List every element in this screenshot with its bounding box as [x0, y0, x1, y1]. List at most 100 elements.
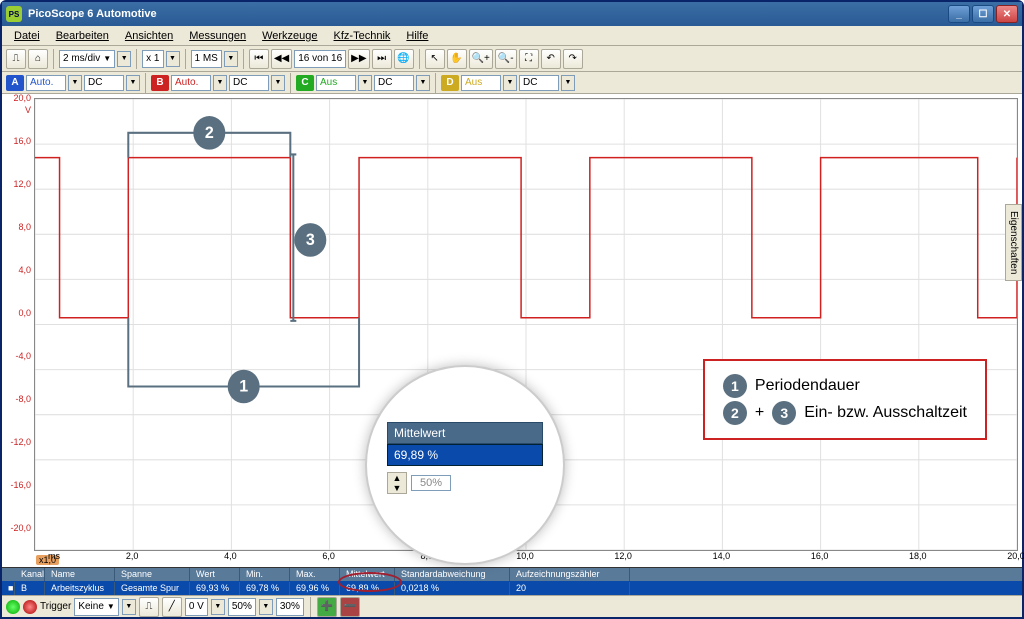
meas-val-9: 20 [510, 582, 630, 595]
menu-werkzeuge[interactable]: Werkzeuge [254, 28, 325, 44]
graph[interactable]: 123 1 Periodendauer 2 + 3 Ein- bzw. Auss… [34, 98, 1018, 551]
channel-c-range-dd[interactable]: ▼ [358, 75, 372, 91]
channel-b-label: B [151, 75, 169, 91]
redo-icon[interactable]: ↷ [563, 49, 583, 69]
channel-bar: A Auto. ▼ DC ▼ B Auto. ▼ DC ▼ C Aus ▼ DC… [2, 72, 1022, 94]
channel-a-range-dd[interactable]: ▼ [68, 75, 82, 91]
menu-kfz[interactable]: Kfz-Technik [326, 28, 399, 44]
app-icon: PS [6, 6, 22, 22]
zoomin-icon[interactable]: 🔍+ [469, 49, 493, 69]
spin-up-icon[interactable]: ▲▼ [387, 472, 407, 494]
menu-hilfe[interactable]: Hilfe [398, 28, 436, 44]
meas-val-2: Arbeitszyklus [45, 582, 115, 595]
channel-b-range[interactable]: Auto. [171, 75, 211, 91]
meas-hdr-6: Max. [290, 568, 340, 581]
titlebar: PS PicoScope 6 Automotive _ ☐ ✕ [2, 2, 1022, 26]
window-title: PicoScope 6 Automotive [28, 8, 157, 20]
trigger-label: Trigger [40, 601, 71, 612]
trig-volt[interactable]: 0 V [185, 598, 208, 616]
prev-frame-icon[interactable]: ◀◀ [271, 49, 292, 69]
trigger-dd[interactable]: ▼ [122, 599, 136, 615]
run-led-icon[interactable] [6, 600, 20, 614]
plot-area: 20,016,012,08,04,00,0-4,0-8,0-12,0-16,0-… [2, 94, 1022, 551]
trig-pct[interactable]: 50% [228, 598, 256, 616]
toolbar-main: ⎍ ⌂ 2 ms/div▼ ▼ x 1 ▼ 1 MS ▼ ⏮ ◀◀ 16 von… [2, 46, 1022, 72]
channel-a-coupling[interactable]: DC [84, 75, 124, 91]
properties-tab[interactable]: Eigenschaften [1005, 204, 1022, 281]
legend-text-23: Ein- bzw. Ausschaltzeit [804, 404, 967, 422]
undo-icon[interactable]: ↶ [541, 49, 561, 69]
next-frame-icon[interactable]: ▶▶ [348, 49, 369, 69]
timebase-dd[interactable]: ▼ [117, 51, 131, 67]
zoomfit-icon[interactable]: ⛶ [519, 49, 539, 69]
menu-ansichten[interactable]: Ansichten [117, 28, 181, 44]
channel-c-coupling[interactable]: DC [374, 75, 414, 91]
timebase-select[interactable]: 2 ms/div▼ [59, 50, 115, 68]
frame-counter[interactable]: 16 von 16 [294, 50, 346, 68]
first-frame-icon[interactable]: ⏮ [249, 49, 269, 69]
meas-val-6: 69,96 % [290, 582, 340, 595]
zoom-value: 69,89 % [387, 444, 543, 466]
menu-bearbeiten[interactable]: Bearbeiten [48, 28, 117, 44]
y-axis: 20,016,012,08,04,00,0-4,0-8,0-12,0-16,0-… [2, 94, 34, 551]
trig-slope-icon[interactable]: ╱ [162, 597, 182, 617]
statusbar: Trigger Keine▼ ▼ ⎍ ╱ 0 V ▼ 50% ▼ 30% ➕ ➖ [2, 595, 1022, 617]
legend-badge-1: 1 [723, 374, 747, 398]
channel-c-coupling-dd[interactable]: ▼ [416, 75, 430, 91]
channel-d-label: D [441, 75, 459, 91]
meas-hdr-1: Kanal [15, 568, 45, 581]
close-button[interactable]: ✕ [996, 5, 1018, 23]
channel-b-coupling[interactable]: DC [229, 75, 269, 91]
del-measure-icon[interactable]: ➖ [340, 597, 360, 617]
channel-d-coupling-dd[interactable]: ▼ [561, 75, 575, 91]
meas-hdr-9: Aufzeichnungszähler [510, 568, 630, 581]
maximize-button[interactable]: ☐ [972, 5, 994, 23]
menubar: Datei Bearbeiten Ansichten Messungen Wer… [2, 26, 1022, 46]
minimize-button[interactable]: _ [948, 5, 970, 23]
zoom-header: Mittelwert [387, 422, 543, 444]
meas-val-4: 69,93 % [190, 582, 240, 595]
meas-hdr-8: Standardabweichung [395, 568, 510, 581]
svg-text:3: 3 [306, 231, 315, 249]
home-icon[interactable]: ⌂ [28, 49, 48, 69]
menu-messungen[interactable]: Messungen [181, 28, 254, 44]
hand-icon[interactable]: ✋ [447, 49, 467, 69]
pointer-icon[interactable]: ↖ [425, 49, 445, 69]
trig-pct2[interactable]: 30% [276, 598, 304, 616]
legend-text-1: Periodendauer [755, 377, 860, 395]
zoom-select[interactable]: x 1 [142, 50, 163, 68]
legend-badge-2: 2 [723, 401, 747, 425]
channel-a-coupling-dd[interactable]: ▼ [126, 75, 140, 91]
add-measure-icon[interactable]: ➕ [317, 597, 337, 617]
globe-icon[interactable]: 🌐 [394, 49, 414, 69]
measurement-row: KanalNameSpanneWertMin.Max.MittelwertSta… [2, 567, 1022, 595]
meas-val-5: 69,78 % [240, 582, 290, 595]
app-window: PS PicoScope 6 Automotive _ ☐ ✕ Datei Be… [0, 0, 1024, 619]
trigger-mode[interactable]: Keine▼ [74, 598, 119, 616]
svg-text:1: 1 [239, 377, 248, 395]
meas-hdr-5: Min. [240, 568, 290, 581]
channel-d-range-dd[interactable]: ▼ [503, 75, 517, 91]
meas-val-1: B [15, 582, 45, 595]
channel-d-range[interactable]: Aus [461, 75, 501, 91]
samples-select[interactable]: 1 MS [191, 50, 222, 68]
trig-edge-icon[interactable]: ⎍ [139, 597, 159, 617]
meas-val-7: 69,89 % [340, 582, 395, 595]
channel-b-coupling-dd[interactable]: ▼ [271, 75, 285, 91]
last-frame-icon[interactable]: ⏭ [372, 49, 392, 69]
zoomout-icon[interactable]: 🔍- [495, 49, 517, 69]
meas-val-8: 0,0218 % [395, 582, 510, 595]
channel-c-label: C [296, 75, 314, 91]
samples-dd[interactable]: ▼ [224, 51, 238, 67]
zoom-dd[interactable]: ▼ [166, 51, 180, 67]
channel-c-range[interactable]: Aus [316, 75, 356, 91]
channel-a-label: A [6, 75, 24, 91]
channel-b-range-dd[interactable]: ▼ [213, 75, 227, 91]
meas-hdr-7: Mittelwert [340, 568, 395, 581]
stop-led-icon[interactable] [23, 600, 37, 614]
scope-icon[interactable]: ⎍ [6, 49, 26, 69]
menu-datei[interactable]: Datei [6, 28, 48, 44]
zoom-bubble: Mittelwert 69,89 % ▲▼ 50% [365, 365, 565, 565]
channel-a-range[interactable]: Auto. [26, 75, 66, 91]
channel-d-coupling[interactable]: DC [519, 75, 559, 91]
